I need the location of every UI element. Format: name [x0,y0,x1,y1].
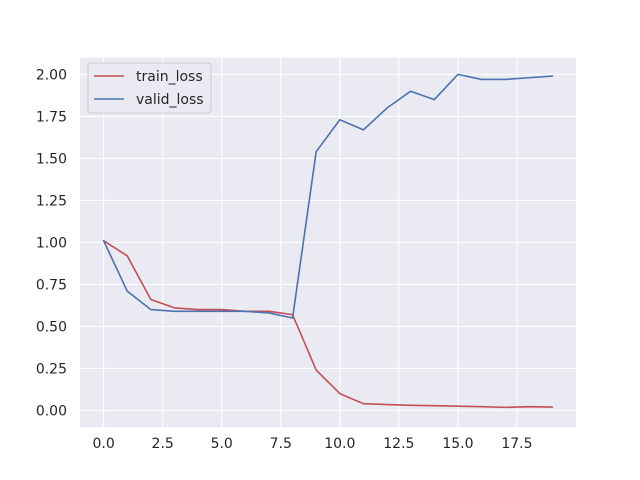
x-tick-label: 10.0 [324,436,355,452]
series-line-train-loss [102,239,554,409]
x-tick-label: 0.0 [92,436,114,452]
y-gridlines [80,73,576,411]
x-tick-label: 2.5 [152,436,174,452]
y-tick-label: 1.25 [36,193,67,209]
series-line-valid-loss [102,73,554,319]
y-tick-label: 1.00 [36,235,67,251]
y-tick-label: 1.75 [36,109,67,125]
series-lines [102,73,554,409]
y-tick-labels: 0.00 0.25 0.50 0.75 1.00 1.25 1.50 1.75 2.00 [36,67,67,419]
y-tick-label: 1.50 [36,151,67,167]
x-tick-label: 15.0 [442,436,473,452]
x-tick-label: 17.5 [501,436,532,452]
y-tick-label: 0.00 [36,403,67,419]
y-tick-label: 0.25 [36,361,67,377]
legend-label-train-loss: train_loss [136,69,203,85]
legend: train_loss valid_loss [87,62,212,114]
legend-label-valid-loss: valid_loss [136,92,204,108]
x-tick-label: 7.5 [270,436,292,452]
y-tick-label: 0.75 [36,277,67,293]
x-tick-label: 5.0 [211,436,233,452]
y-tick-label: 0.50 [36,319,67,335]
x-tick-label: 12.5 [383,436,414,452]
x-tick-labels: 0.0 2.5 5.0 7.5 10.0 12.5 15.0 17.5 [92,436,532,452]
y-tick-label: 2.00 [36,67,67,83]
